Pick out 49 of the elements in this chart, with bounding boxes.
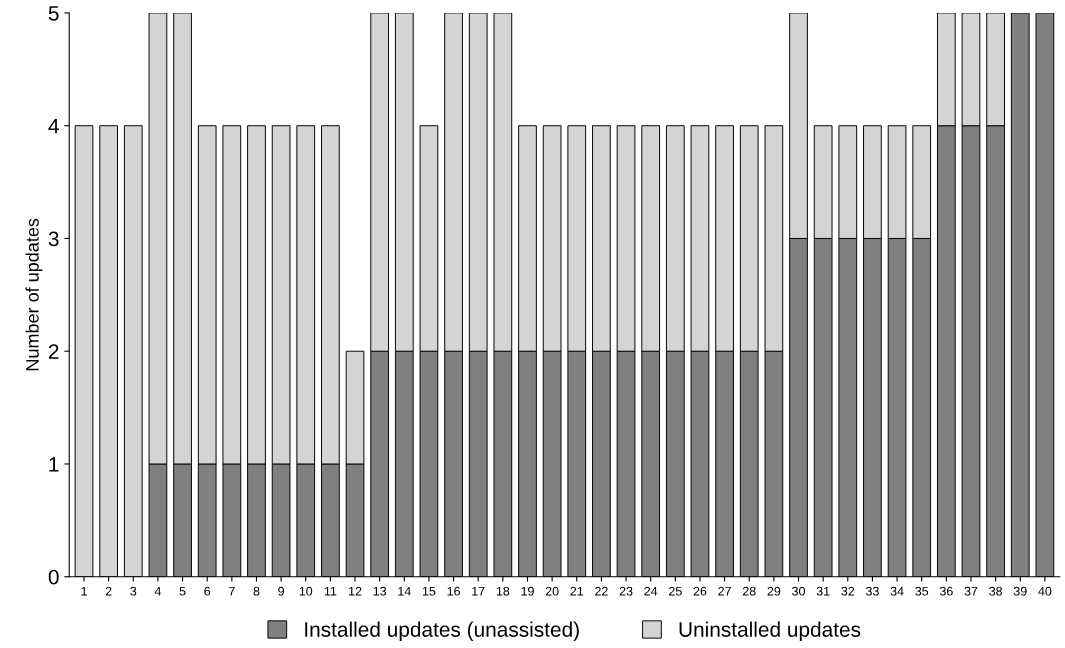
legend-label: Installed updates (unassisted) (305, 621, 579, 641)
x-tick-label: 2 (105, 586, 112, 596)
x-tick-label: 14 (398, 586, 411, 596)
x-tick-label: 39 (1013, 586, 1027, 596)
x-tick-label: 26 (693, 586, 707, 596)
x-tick-label: 4 (154, 586, 162, 596)
x-tick-label: 5 (179, 586, 186, 596)
x-tick-label: 37 (964, 586, 978, 596)
x-tick-label: 27 (718, 586, 731, 596)
x-tick-label: 25 (669, 586, 682, 596)
x-tick-label: 31 (816, 586, 830, 596)
x-tick-label: 17 (472, 586, 485, 596)
x-tick-label: 34 (890, 586, 904, 596)
x-tick-label: 23 (619, 586, 633, 596)
y-axis-title: Number of updates (25, 218, 43, 371)
x-tick-label: 28 (742, 586, 756, 596)
x-tick-label: 24 (644, 586, 658, 596)
y-tick-label: 0 (48, 569, 59, 585)
x-tick-label: 20 (545, 586, 559, 596)
x-tick-label: 18 (496, 586, 510, 596)
y-tick-label: 5 (48, 6, 59, 21)
x-tick-label: 12 (349, 586, 362, 596)
x-tick-label: 30 (792, 586, 805, 596)
x-tick-label: 38 (989, 586, 1003, 596)
x-tick-label: 21 (570, 586, 584, 596)
x-tick-label: 15 (422, 586, 436, 596)
x-tick-label: 32 (841, 586, 855, 596)
x-tick-label: 9 (278, 586, 284, 596)
x-tick-label: 19 (521, 586, 534, 596)
x-tick-label: 35 (915, 586, 929, 596)
y-tick-label: 3 (48, 231, 59, 247)
x-tick-label: 11 (324, 586, 337, 596)
x-tick-label: 10 (299, 586, 313, 596)
x-tick-label: 40 (1038, 586, 1052, 596)
x-tick-label: 16 (447, 586, 460, 596)
x-tick-label: 22 (595, 586, 608, 596)
y-tick-label: 1 (49, 457, 59, 472)
x-tick-label: 7 (229, 586, 235, 596)
x-tick-label: 8 (253, 586, 260, 596)
x-tick-label: 33 (865, 586, 879, 596)
x-tick-label: 1 (81, 586, 87, 596)
x-tick-label: 36 (939, 586, 953, 596)
y-tick-label: 2 (48, 344, 59, 359)
x-tick-label: 29 (767, 586, 781, 596)
x-tick-label: 3 (130, 586, 137, 596)
y-tick-label: 4 (48, 118, 59, 134)
x-tick-label: 13 (373, 586, 387, 596)
x-tick-label: 6 (204, 586, 211, 596)
legend-label: Uninstalled updates (679, 621, 861, 641)
